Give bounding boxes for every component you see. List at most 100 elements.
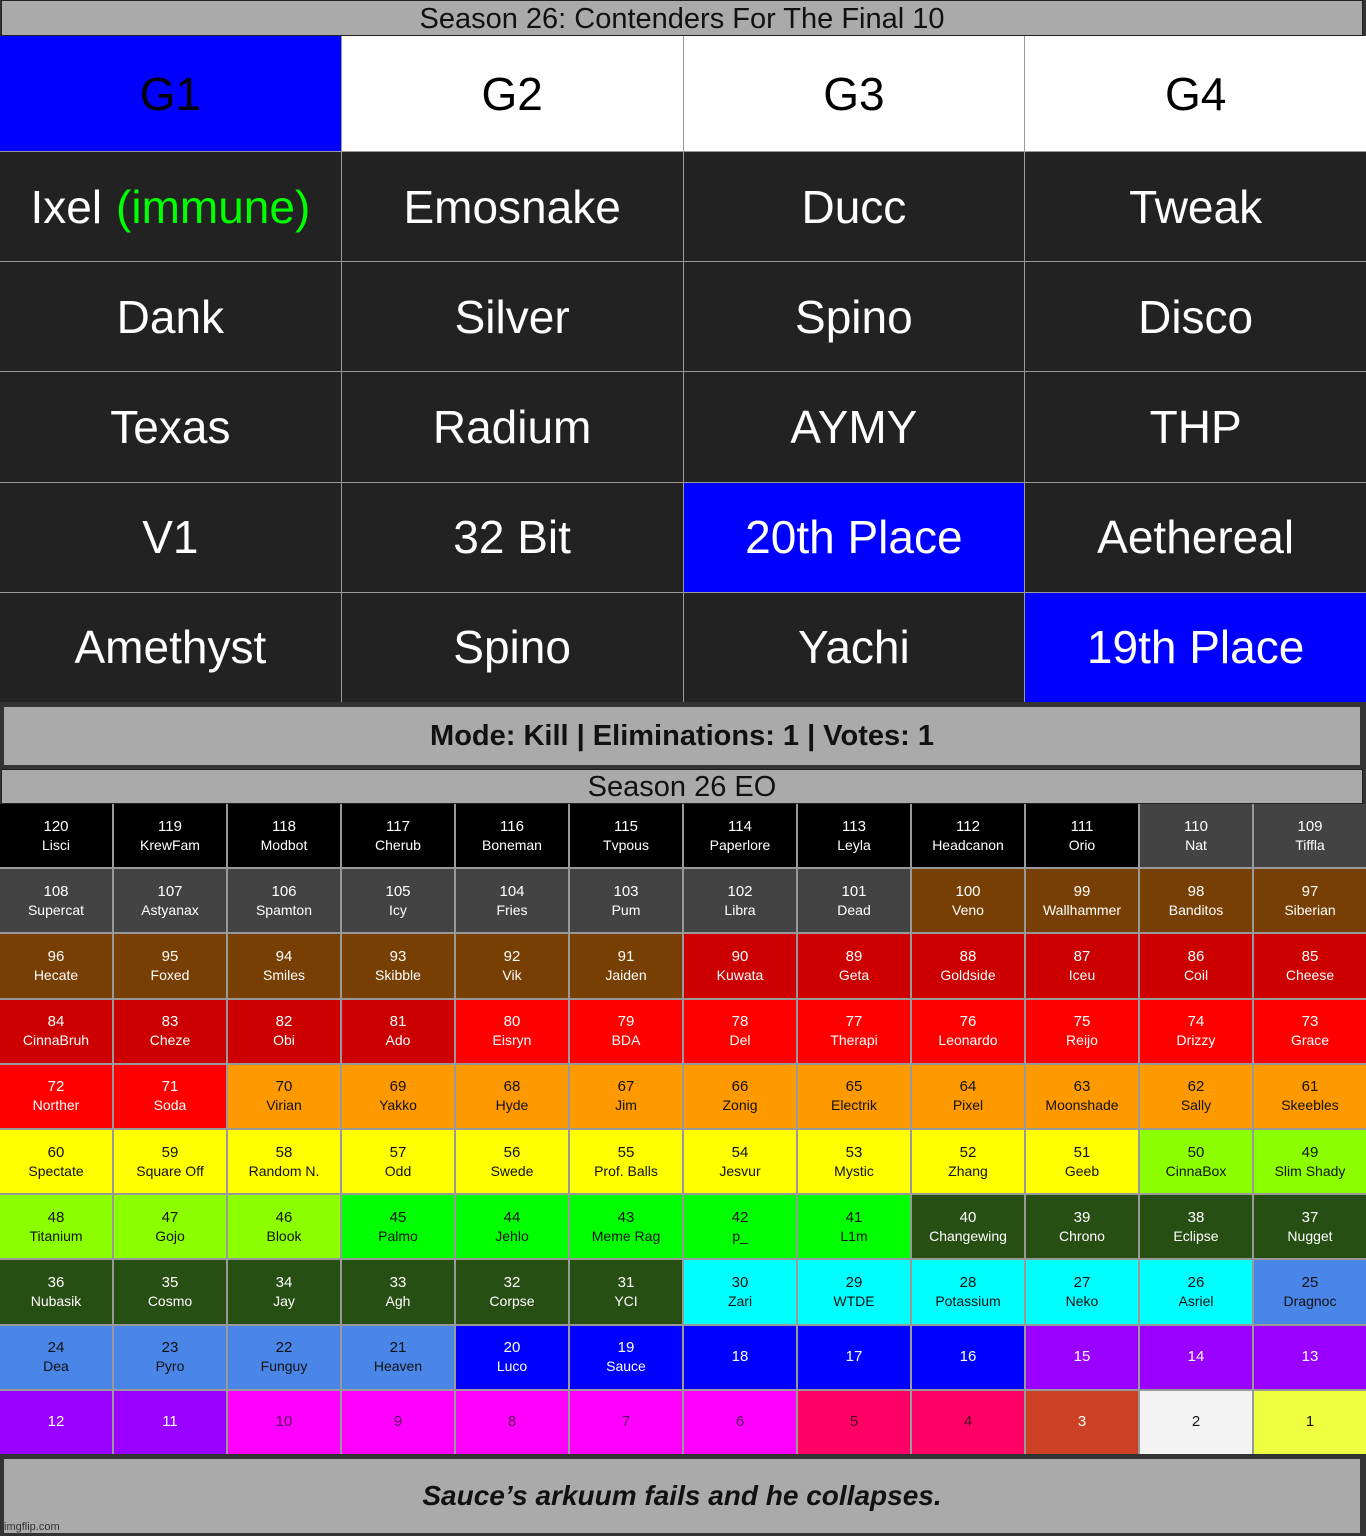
eo-cell: 13 <box>1254 1325 1366 1389</box>
eo-rank: 74 <box>1187 1013 1205 1031</box>
immune-tag: (immune) <box>116 180 311 233</box>
eo-rank: 30 <box>731 1273 749 1291</box>
eo-player-name: Orio <box>1068 836 1096 853</box>
eo-cell: 113 Leyla <box>798 804 910 868</box>
eo-cell: 61 Skeebles <box>1254 1064 1366 1128</box>
eo-player-name: Veno <box>952 901 984 918</box>
eo-rank: 5 <box>849 1413 859 1431</box>
eo-cell: 74 Drizzy <box>1140 999 1252 1063</box>
eo-rank: 65 <box>845 1078 863 1096</box>
eo-rank: 108 <box>43 882 69 900</box>
contender-cell: V1 <box>0 482 341 592</box>
eo-player-name: Eisryn <box>492 1032 532 1049</box>
eo-rank: 81 <box>389 1013 407 1031</box>
eo-cell: 32 Corpse <box>456 1260 568 1324</box>
group-header: G2 <box>341 36 683 151</box>
eo-cell: 118 Modbot <box>228 804 340 868</box>
eo-rank: 66 <box>731 1078 749 1096</box>
eo-player-name: Slim Shady <box>1274 1162 1346 1179</box>
eo-rank: 92 <box>503 947 521 965</box>
eo-player-name: Zhang <box>948 1162 988 1179</box>
contender-cell: Spino <box>683 262 1025 372</box>
eo-rank: 105 <box>385 882 411 900</box>
eo-rank: 112 <box>956 817 980 835</box>
eo-rank: 119 <box>158 817 182 835</box>
eo-cell: 41 L1m <box>798 1195 910 1259</box>
eo-player-name: Electrik <box>831 1097 877 1114</box>
eo-cell: 3 <box>1026 1390 1138 1454</box>
eo-rank: 23 <box>161 1339 179 1357</box>
eo-rank: 71 <box>161 1078 179 1096</box>
contender-name: Spino <box>453 621 571 674</box>
eo-rank: 97 <box>1301 882 1319 900</box>
eo-rank: 101 <box>841 882 867 900</box>
page-title: Season 26: Contenders For The Final 10 <box>1 0 1363 36</box>
eo-rank: 38 <box>1187 1208 1205 1226</box>
eo-rank: 77 <box>845 1013 863 1031</box>
eo-rank: 91 <box>617 947 635 965</box>
eo-cell: 65 Electrik <box>798 1064 910 1128</box>
eo-cell: 94 Smiles <box>228 934 340 998</box>
contender-name: V1 <box>142 511 199 564</box>
eo-cell: 4 <box>912 1390 1024 1454</box>
eo-player-name: Meme Rag <box>591 1227 661 1244</box>
eo-player-name: Lisci <box>41 836 70 853</box>
eo-cell: 91 Jaiden <box>570 934 682 998</box>
eo-cell: 46 Blook <box>228 1195 340 1259</box>
contender-name: Ducc <box>801 180 907 233</box>
eo-cell: 30 Zari <box>684 1260 796 1324</box>
eo-player-name: Hyde <box>495 1097 529 1114</box>
eo-rank: 68 <box>503 1078 521 1096</box>
eo-player-name: Headcanon <box>932 836 1004 853</box>
eo-rank: 15 <box>1073 1348 1091 1366</box>
eo-cell: 15 <box>1026 1325 1138 1389</box>
eo-player-name: Neko <box>1065 1292 1099 1309</box>
contender-name: Emosnake <box>403 180 621 233</box>
eo-rank: 27 <box>1073 1273 1091 1291</box>
eo-cell: 24 Dea <box>0 1325 112 1389</box>
contender-name: Silver <box>454 290 570 343</box>
eo-rank: 85 <box>1301 947 1319 965</box>
eo-rank: 117 <box>386 817 410 835</box>
eo-cell: 8 <box>456 1390 568 1454</box>
eo-player-name: Leyla <box>837 836 871 853</box>
eo-rank: 48 <box>47 1208 65 1226</box>
eo-player-name: Eclipse <box>1173 1227 1219 1244</box>
contender-name: 20th Place <box>745 511 963 564</box>
eo-player-name: Banditos <box>1168 901 1224 918</box>
eo-cell: 54 Jesvur <box>684 1130 796 1194</box>
eo-player-name: Pum <box>611 901 641 918</box>
contender-cell: Silver <box>341 262 683 372</box>
eo-player-name: Iceu <box>1068 966 1096 983</box>
eo-rank: 57 <box>389 1143 407 1161</box>
eo-rank: 114 <box>728 817 752 835</box>
contender-name: 32 Bit <box>453 511 571 564</box>
watermark: imgflip.com <box>4 1521 60 1533</box>
eo-rank: 98 <box>1187 882 1205 900</box>
eo-rank: 82 <box>275 1013 293 1031</box>
eo-player-name: Vik <box>502 966 522 983</box>
eo-cell: 77 Therapi <box>798 999 910 1063</box>
contender-cell: Yachi <box>683 592 1025 702</box>
eo-rank: 93 <box>389 947 407 965</box>
eo-player-name: Goldside <box>940 966 996 983</box>
eo-cell: 37 Nugget <box>1254 1195 1366 1259</box>
contender-name: Dank <box>116 290 225 343</box>
contender-name: AYMY <box>790 400 918 453</box>
eo-cell: 80 Eisryn <box>456 999 568 1063</box>
eo-cell: 81 Ado <box>342 999 454 1063</box>
eo-player-name: p_ <box>732 1227 748 1244</box>
eo-rank: 89 <box>845 947 863 965</box>
eo-player-name: Gojo <box>155 1227 185 1244</box>
eo-title: Season 26 EO <box>1 769 1363 804</box>
eo-rank: 25 <box>1301 1273 1319 1291</box>
eo-rank: 9 <box>393 1413 403 1431</box>
contender-cell: 20th Place <box>683 482 1025 592</box>
eo-player-name: Dea <box>43 1358 69 1375</box>
eo-player-name: Ado <box>385 1032 411 1049</box>
eo-rank: 83 <box>161 1013 179 1031</box>
eo-rank: 104 <box>499 882 525 900</box>
eo-player-name: Sally <box>1180 1097 1212 1114</box>
eo-cell: 72 Norther <box>0 1064 112 1128</box>
eo-cell: 57 Odd <box>342 1130 454 1194</box>
